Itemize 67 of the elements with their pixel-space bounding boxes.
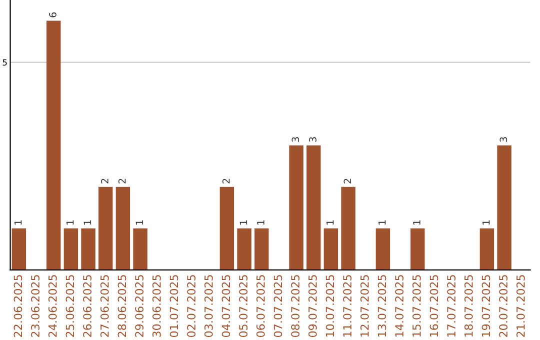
data-label: 3 [292, 137, 300, 142]
x-tick-label: 16.07.2025 [430, 275, 438, 337]
data-label: 6 [49, 12, 56, 18]
data-label: 2 [118, 178, 126, 184]
x-tick-label: 09.07.2025 [308, 275, 317, 338]
data-label: 3 [500, 137, 508, 142]
bar [254, 228, 269, 270]
data-label: 1 [482, 220, 490, 225]
data-label: 1 [257, 220, 264, 225]
x-tick-label: 10.07.2025 [326, 275, 334, 337]
data-label: 3 [309, 137, 316, 142]
data-label: 1 [326, 220, 334, 225]
data-label: 2 [344, 178, 351, 184]
data-label: 1 [240, 220, 247, 225]
bar [324, 228, 338, 270]
bar [289, 145, 304, 270]
x-tick-label: 28.06.2025 [118, 275, 126, 337]
bar [81, 228, 96, 270]
bar [237, 228, 252, 270]
bar [133, 228, 148, 270]
x-tick-label: 21.07.2025 [516, 275, 525, 337]
bar [46, 20, 61, 270]
data-label: 1 [84, 220, 91, 225]
x-tick-label: 15.07.2025 [412, 275, 421, 337]
data-label: 1 [66, 220, 74, 225]
bar [64, 228, 78, 270]
x-tick-label: 13.07.2025 [378, 275, 386, 337]
x-tick-label: 29.06.2025 [135, 275, 144, 337]
data-label: 1 [378, 220, 386, 225]
x-tick-label: 02.07.2025 [187, 275, 196, 338]
bar [497, 145, 512, 270]
x-tick-label: 01.07.2025 [170, 275, 178, 338]
x-tick-label: 24.06.2025 [48, 275, 57, 337]
bar [98, 186, 113, 270]
bar [410, 228, 425, 270]
bar [12, 228, 26, 270]
bar [480, 228, 494, 270]
x-tick-label: 14.07.2025 [395, 275, 404, 337]
y-tick-label: 5 [2, 59, 7, 66]
x-tick-label: 06.07.2025 [256, 275, 265, 338]
bar [306, 145, 321, 270]
x-tick-label: 07.07.2025 [274, 275, 282, 338]
data-label: 1 [413, 220, 420, 225]
x-tick-label: 05.07.2025 [239, 275, 248, 338]
x-tick-label: 11.07.2025 [343, 275, 352, 337]
bar [116, 186, 130, 270]
x-tick-label: 25.06.2025 [66, 275, 74, 337]
bar [341, 186, 356, 270]
x-tick-label: 08.07.2025 [291, 275, 300, 338]
x-tick-label: 26.06.2025 [83, 275, 92, 337]
x-tick-label: 27.06.2025 [100, 275, 109, 337]
data-label: 2 [222, 178, 230, 184]
data-label: 1 [14, 220, 22, 225]
x-tick-label: 30.06.2025 [152, 275, 161, 337]
x-tick-label: 20.07.2025 [499, 275, 508, 337]
x-tick-label: 12.07.2025 [360, 275, 369, 337]
x-tick-label: 03.07.2025 [204, 275, 213, 338]
data-label: 1 [136, 220, 143, 225]
x-tick-label: 17.07.2025 [447, 275, 456, 337]
bar [220, 186, 234, 270]
x-tick-label: 23.06.2025 [31, 275, 40, 337]
bar [376, 228, 390, 270]
x-tick-label: 18.07.2025 [464, 275, 473, 337]
x-tick-label: 19.07.2025 [482, 275, 490, 337]
data-label: 2 [101, 178, 108, 184]
x-tick-label: 04.07.2025 [222, 275, 230, 338]
x-tick-label: 22.06.2025 [14, 275, 22, 337]
